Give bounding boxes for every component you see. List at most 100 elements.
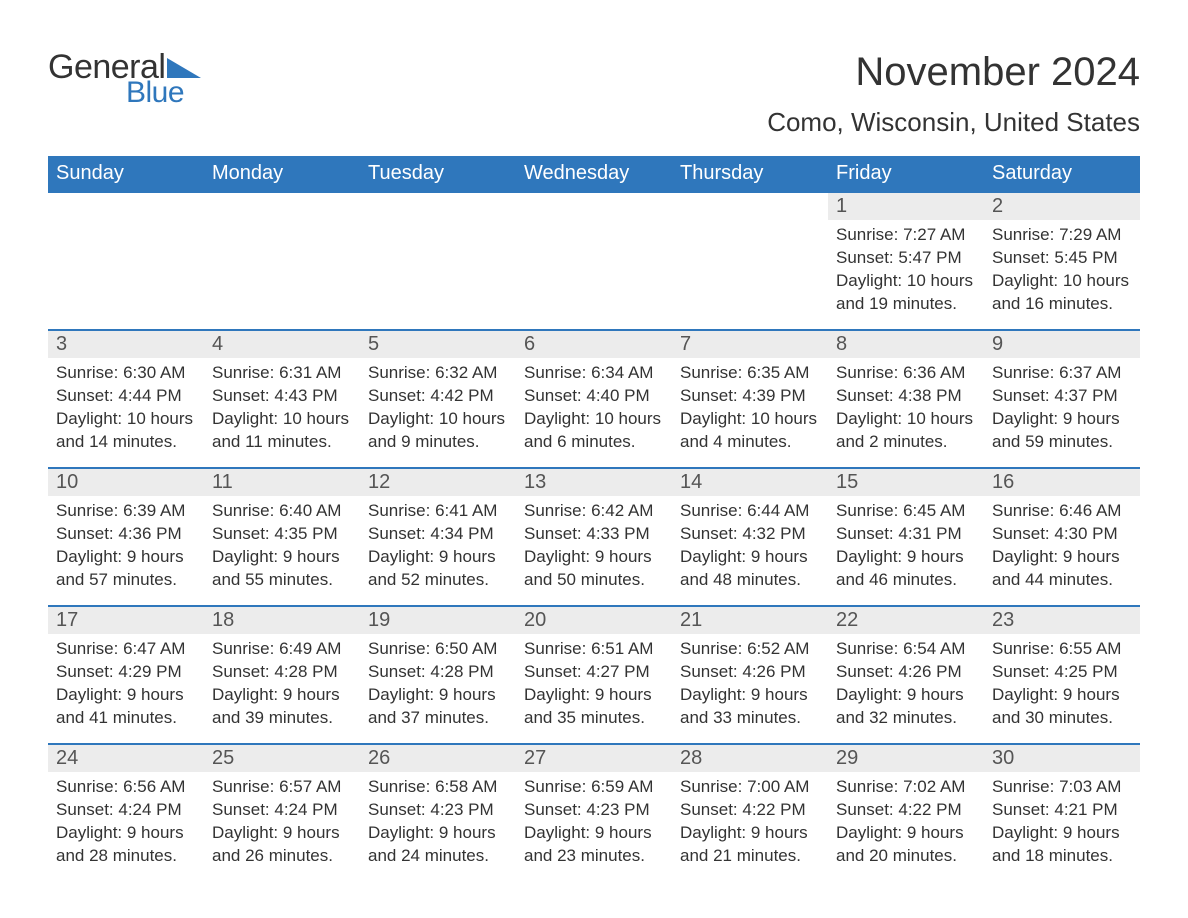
sunset-line: Sunset: 5:47 PM [836,247,976,270]
sunrise-line: Sunrise: 6:55 AM [992,638,1132,661]
day-cell: 12Sunrise: 6:41 AMSunset: 4:34 PMDayligh… [360,468,516,606]
day-number: 19 [360,607,516,634]
daylight-line: Daylight: 9 hours and 28 minutes. [56,822,196,868]
daylight-line: Daylight: 9 hours and 24 minutes. [368,822,508,868]
day-body: Sunrise: 6:56 AMSunset: 4:24 PMDaylight:… [48,772,204,876]
day-body: Sunrise: 6:40 AMSunset: 4:35 PMDaylight:… [204,496,360,600]
day-number: 24 [48,745,204,772]
sunset-line: Sunset: 4:38 PM [836,385,976,408]
sunrise-line: Sunrise: 6:47 AM [56,638,196,661]
day-cell: 28Sunrise: 7:00 AMSunset: 4:22 PMDayligh… [672,744,828,882]
day-cell: 3Sunrise: 6:30 AMSunset: 4:44 PMDaylight… [48,330,204,468]
sunrise-line: Sunrise: 6:56 AM [56,776,196,799]
day-number: 8 [828,331,984,358]
day-number: 4 [204,331,360,358]
day-cell: 26Sunrise: 6:58 AMSunset: 4:23 PMDayligh… [360,744,516,882]
day-body: Sunrise: 6:52 AMSunset: 4:26 PMDaylight:… [672,634,828,738]
weekday-header-row: SundayMondayTuesdayWednesdayThursdayFrid… [48,156,1140,192]
sunrise-line: Sunrise: 6:34 AM [524,362,664,385]
day-cell: 8Sunrise: 6:36 AMSunset: 4:38 PMDaylight… [828,330,984,468]
day-number: 18 [204,607,360,634]
week-row: 1Sunrise: 7:27 AMSunset: 5:47 PMDaylight… [48,192,1140,330]
day-body: Sunrise: 6:46 AMSunset: 4:30 PMDaylight:… [984,496,1140,600]
sunset-line: Sunset: 4:34 PM [368,523,508,546]
sunset-line: Sunset: 4:24 PM [56,799,196,822]
day-body: Sunrise: 6:55 AMSunset: 4:25 PMDaylight:… [984,634,1140,738]
day-body: Sunrise: 7:29 AMSunset: 5:45 PMDaylight:… [984,220,1140,324]
day-body: Sunrise: 6:31 AMSunset: 4:43 PMDaylight:… [204,358,360,462]
day-body: Sunrise: 6:37 AMSunset: 4:37 PMDaylight:… [984,358,1140,462]
day-cell: 23Sunrise: 6:55 AMSunset: 4:25 PMDayligh… [984,606,1140,744]
sunrise-line: Sunrise: 7:29 AM [992,224,1132,247]
day-number: 28 [672,745,828,772]
day-body: Sunrise: 7:27 AMSunset: 5:47 PMDaylight:… [828,220,984,324]
sunset-line: Sunset: 4:33 PM [524,523,664,546]
sunrise-line: Sunrise: 6:41 AM [368,500,508,523]
daylight-line: Daylight: 9 hours and 26 minutes. [212,822,352,868]
day-number: 17 [48,607,204,634]
sunrise-line: Sunrise: 6:35 AM [680,362,820,385]
sunset-line: Sunset: 4:40 PM [524,385,664,408]
day-number: 7 [672,331,828,358]
sunset-line: Sunset: 4:23 PM [368,799,508,822]
sunrise-line: Sunrise: 6:57 AM [212,776,352,799]
day-number: 29 [828,745,984,772]
sunrise-line: Sunrise: 6:42 AM [524,500,664,523]
sunset-line: Sunset: 4:42 PM [368,385,508,408]
sunset-line: Sunset: 4:31 PM [836,523,976,546]
daylight-line: Daylight: 9 hours and 39 minutes. [212,684,352,730]
sunset-line: Sunset: 4:22 PM [836,799,976,822]
sunset-line: Sunset: 4:29 PM [56,661,196,684]
sunrise-line: Sunrise: 7:00 AM [680,776,820,799]
day-cell [204,192,360,330]
sunset-line: Sunset: 4:26 PM [680,661,820,684]
sunrise-line: Sunrise: 6:32 AM [368,362,508,385]
sunset-line: Sunset: 5:45 PM [992,247,1132,270]
day-number: 25 [204,745,360,772]
day-cell [516,192,672,330]
daylight-line: Daylight: 10 hours and 4 minutes. [680,408,820,454]
day-body: Sunrise: 6:35 AMSunset: 4:39 PMDaylight:… [672,358,828,462]
sunrise-line: Sunrise: 6:50 AM [368,638,508,661]
daylight-line: Daylight: 9 hours and 44 minutes. [992,546,1132,592]
day-body: Sunrise: 6:44 AMSunset: 4:32 PMDaylight:… [672,496,828,600]
sunset-line: Sunset: 4:39 PM [680,385,820,408]
sunset-line: Sunset: 4:35 PM [212,523,352,546]
weekday-header: Thursday [672,156,828,192]
sunrise-line: Sunrise: 6:30 AM [56,362,196,385]
day-cell: 6Sunrise: 6:34 AMSunset: 4:40 PMDaylight… [516,330,672,468]
day-body: Sunrise: 6:36 AMSunset: 4:38 PMDaylight:… [828,358,984,462]
sunrise-line: Sunrise: 6:45 AM [836,500,976,523]
day-cell: 13Sunrise: 6:42 AMSunset: 4:33 PMDayligh… [516,468,672,606]
weekday-header: Saturday [984,156,1140,192]
day-body: Sunrise: 6:41 AMSunset: 4:34 PMDaylight:… [360,496,516,600]
day-number: 10 [48,469,204,496]
day-cell: 5Sunrise: 6:32 AMSunset: 4:42 PMDaylight… [360,330,516,468]
sunset-line: Sunset: 4:28 PM [368,661,508,684]
day-body: Sunrise: 7:02 AMSunset: 4:22 PMDaylight:… [828,772,984,876]
day-cell [360,192,516,330]
sunset-line: Sunset: 4:44 PM [56,385,196,408]
sunrise-line: Sunrise: 6:46 AM [992,500,1132,523]
day-number: 9 [984,331,1140,358]
day-cell: 9Sunrise: 6:37 AMSunset: 4:37 PMDaylight… [984,330,1140,468]
day-body: Sunrise: 6:50 AMSunset: 4:28 PMDaylight:… [360,634,516,738]
day-body: Sunrise: 6:47 AMSunset: 4:29 PMDaylight:… [48,634,204,738]
sunrise-line: Sunrise: 6:59 AM [524,776,664,799]
day-body: Sunrise: 6:34 AMSunset: 4:40 PMDaylight:… [516,358,672,462]
day-cell: 16Sunrise: 6:46 AMSunset: 4:30 PMDayligh… [984,468,1140,606]
day-cell: 21Sunrise: 6:52 AMSunset: 4:26 PMDayligh… [672,606,828,744]
day-number: 2 [984,193,1140,220]
day-number: 23 [984,607,1140,634]
day-number: 30 [984,745,1140,772]
sunset-line: Sunset: 4:28 PM [212,661,352,684]
day-body: Sunrise: 6:42 AMSunset: 4:33 PMDaylight:… [516,496,672,600]
day-number: 12 [360,469,516,496]
day-number: 26 [360,745,516,772]
daylight-line: Daylight: 9 hours and 20 minutes. [836,822,976,868]
sunset-line: Sunset: 4:25 PM [992,661,1132,684]
day-body: Sunrise: 6:51 AMSunset: 4:27 PMDaylight:… [516,634,672,738]
day-cell: 4Sunrise: 6:31 AMSunset: 4:43 PMDaylight… [204,330,360,468]
sunrise-line: Sunrise: 7:27 AM [836,224,976,247]
day-body: Sunrise: 7:03 AMSunset: 4:21 PMDaylight:… [984,772,1140,876]
